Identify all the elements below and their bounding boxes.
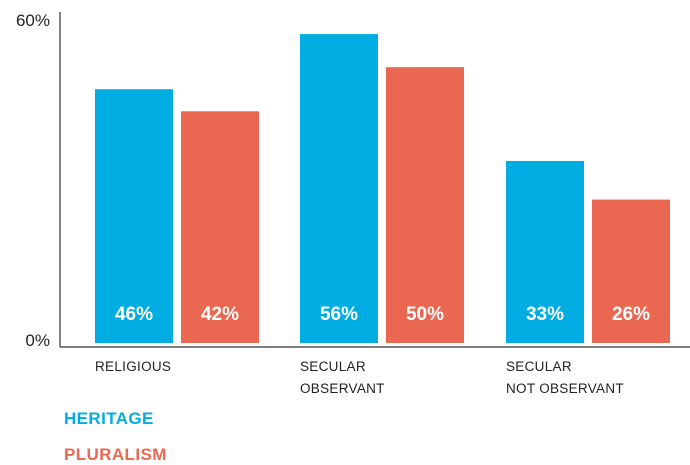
bar-value-label: 33% xyxy=(526,304,564,325)
bar-value-label: 46% xyxy=(115,304,153,325)
bar-heritage-0 xyxy=(95,89,173,343)
legend-heritage: HERITAGE xyxy=(64,409,154,428)
bar-value-label: 56% xyxy=(320,304,358,325)
bar-pluralism-2 xyxy=(592,199,670,343)
y-tick-bottom: 0% xyxy=(25,331,50,350)
category-label: SECULAR xyxy=(300,359,366,374)
category-label: NOT OBSERVANT xyxy=(506,381,624,396)
bar-chart: 60% 0% 46% 56% 33% 42% 50% 26% RELIGIOUS SECUL… xyxy=(16,11,690,396)
bar-value-label: 50% xyxy=(406,304,444,325)
bar-value-label: 42% xyxy=(201,304,239,325)
bar-value-label: 26% xyxy=(612,304,650,325)
category-label: OBSERVANT xyxy=(300,381,385,396)
bar-pluralism-0 xyxy=(181,111,259,343)
bar-heritage-1 xyxy=(300,34,378,344)
category-label: SECULAR xyxy=(506,359,572,374)
legend-pluralism: PLURALISM xyxy=(64,445,167,464)
bar-heritage-2 xyxy=(506,160,584,343)
y-tick-top: 60% xyxy=(16,11,50,30)
bar-pluralism-1 xyxy=(386,67,464,344)
category-label: RELIGIOUS xyxy=(95,359,171,374)
